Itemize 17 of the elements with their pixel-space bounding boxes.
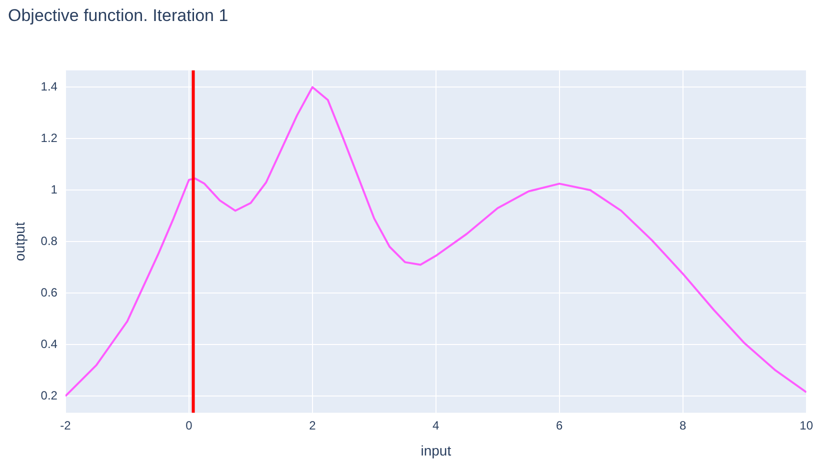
y-tick-label: 0.2 (40, 388, 58, 402)
x-tick-label: 10 (800, 418, 814, 432)
x-tick-label: 8 (680, 418, 687, 432)
y-tick-label: 0.4 (40, 336, 58, 351)
x-tick-label: -2 (60, 418, 72, 432)
y-tick-label: 1.4 (40, 79, 58, 94)
y-tick-label: 1.2 (40, 130, 58, 145)
x-tick-label: 4 (432, 418, 440, 432)
y-tick-label: 0.8 (40, 234, 58, 248)
chart-title: Objective function. Iteration 1 (8, 6, 228, 25)
x-tick-label: 0 (186, 418, 193, 432)
y-tick-label: 1 (50, 182, 58, 196)
x-axis-title: input (420, 442, 452, 458)
x-tick-label: 6 (556, 418, 564, 432)
y-tick-label: 0.6 (40, 285, 58, 300)
y-axis-title: output (11, 222, 28, 262)
x-tick-label: 2 (309, 418, 316, 432)
